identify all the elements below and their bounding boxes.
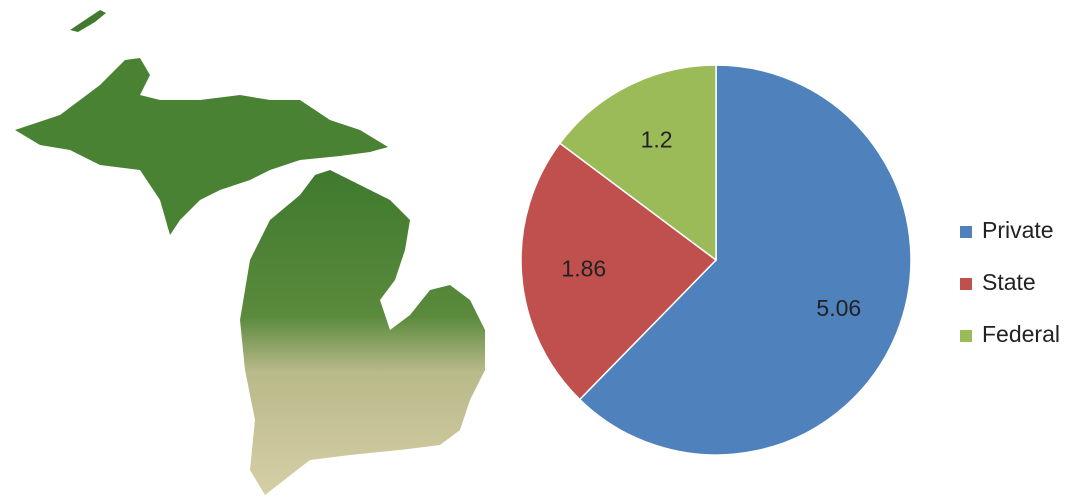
data-label: 1.2 xyxy=(641,127,673,153)
data-label: 1.86 xyxy=(561,255,606,281)
legend-label: State xyxy=(982,269,1036,295)
legend-swatch xyxy=(960,330,972,342)
legend-swatch xyxy=(960,278,972,290)
legend-label: Federal xyxy=(982,321,1060,347)
pie-slice xyxy=(558,64,717,262)
pie-slice xyxy=(520,142,718,401)
lower-peninsula xyxy=(240,170,485,495)
legend-swatch xyxy=(960,226,972,238)
legend-label: Private xyxy=(982,217,1054,243)
isle-royale xyxy=(70,10,106,32)
upper-peninsula xyxy=(15,58,388,235)
data-label: 5.06 xyxy=(816,295,861,321)
map xyxy=(15,10,485,495)
pie-slice xyxy=(578,64,912,456)
